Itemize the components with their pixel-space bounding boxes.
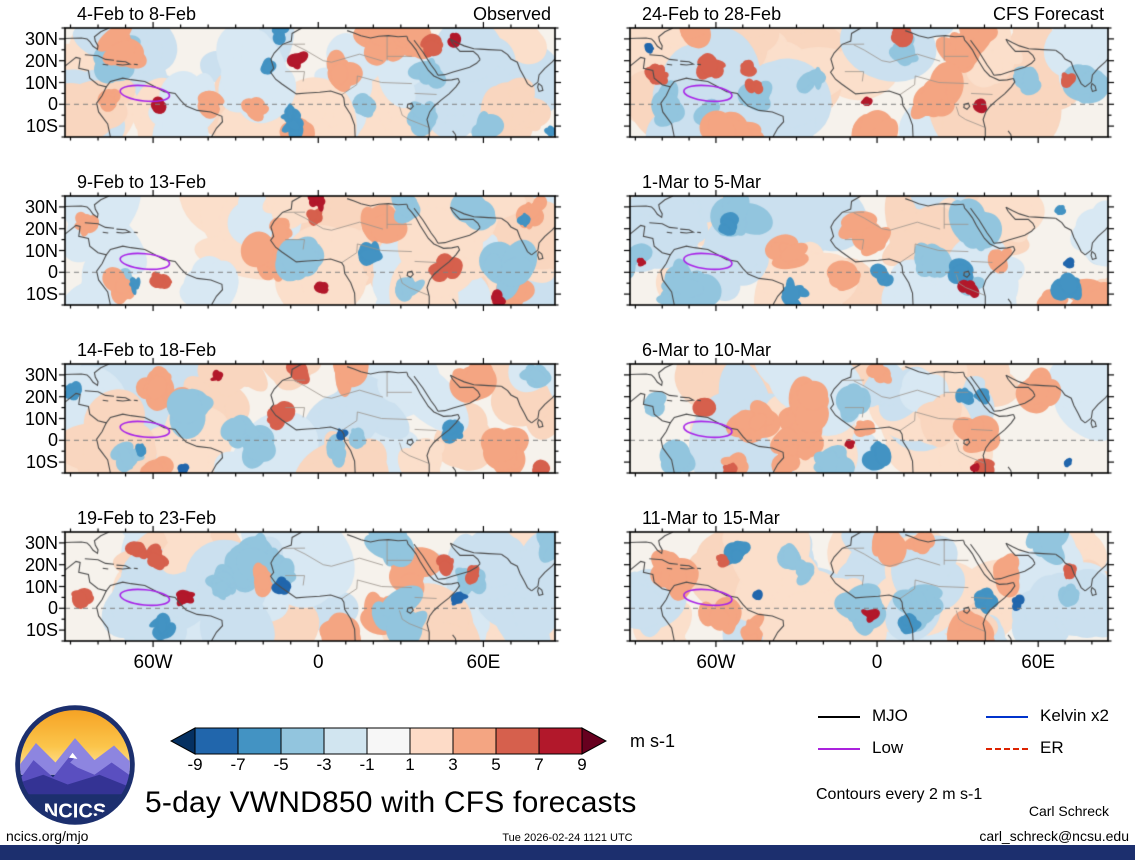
colorbar-segment	[409, 727, 454, 755]
y-axis-tick-label: 10N	[24, 576, 58, 597]
y-axis-tick-label: 10N	[24, 240, 58, 261]
map-panel-canvas	[623, 21, 1115, 144]
y-axis-tick-label: 30N	[24, 196, 58, 217]
colorbar-svg	[169, 727, 608, 755]
y-axis-tick-label: 10S	[25, 620, 58, 641]
y-axis-tick-label: 20N	[24, 554, 58, 575]
colorbar-tick-label: 5	[491, 755, 501, 774]
legend-line-mjo	[818, 716, 860, 718]
colorbar-segment	[538, 727, 583, 755]
panel-period-label: 4-Feb to 8-Feb	[77, 4, 197, 24]
colorbar-tick-label: 9	[577, 755, 587, 774]
logo-text: NCICS	[44, 800, 107, 822]
author-credit: Carl Schreck	[1028, 803, 1109, 819]
colorbar-tick-label: -5	[273, 755, 289, 774]
legend-label: MJO	[872, 706, 908, 725]
map-panel-canvas	[58, 525, 562, 648]
colorbar-units: m s-1	[630, 731, 675, 751]
colorbar-segment	[581, 727, 608, 755]
colorbar-tick-label: 1	[405, 755, 415, 774]
panel-period-label: 14-Feb to 18-Feb	[77, 340, 217, 360]
colorbar	[169, 727, 608, 760]
map-panel-canvas	[623, 357, 1115, 480]
footer-email: carl_schreck@ncsu.edu	[979, 828, 1129, 844]
y-axis-tick-label: 10N	[24, 72, 58, 93]
y-axis-tick-label: 30N	[24, 364, 58, 385]
x-axis-tick-label: 0	[871, 652, 883, 673]
legend-label: Kelvin x2	[1040, 706, 1109, 725]
map-panel-canvas	[623, 189, 1115, 312]
footer-timestamp: Tue 2026-02-24 1121 UTC	[502, 832, 633, 844]
bottom-navy-bar	[0, 845, 1135, 860]
colorbar-segment	[323, 727, 368, 755]
colorbar-segment	[495, 727, 540, 755]
y-axis-tick-label: 0	[47, 430, 58, 451]
x-axis-tick-label: 60W	[696, 652, 736, 673]
map-panel-canvas	[58, 189, 562, 312]
contour-interval-note: Contours every 2 m s-1	[816, 786, 983, 803]
colorbar-tick-label: -9	[187, 755, 203, 774]
column-header-forecast: CFS Forecast	[992, 4, 1104, 24]
x-axis-tick-label: 60E	[1021, 652, 1056, 673]
colorbar-tick-label: -7	[230, 755, 246, 774]
x-axis-tick-label: 60W	[133, 652, 173, 673]
legend-label: Low	[872, 738, 904, 757]
y-axis-tick-label: 0	[47, 262, 58, 283]
map-panel-canvas	[58, 21, 562, 144]
y-axis-tick-label: 20N	[24, 386, 58, 407]
y-axis-tick-label: 30N	[24, 28, 58, 49]
colorbar-segment	[366, 727, 411, 755]
map-panel-canvas	[623, 525, 1115, 648]
map-panel-canvas	[58, 357, 562, 480]
y-axis-tick-label: 0	[47, 94, 58, 115]
panel-period-label: 1-Mar to 5-Mar	[642, 172, 762, 192]
y-axis-tick-label: 10N	[24, 408, 58, 429]
panel-period-label: 19-Feb to 23-Feb	[77, 508, 217, 528]
x-axis-tick-label: 60E	[466, 652, 501, 673]
legend-label: ER	[1040, 738, 1064, 757]
colorbar-segment	[194, 727, 239, 755]
panel-period-label: 6-Mar to 10-Mar	[642, 340, 772, 360]
legend-line-kelvin-x2	[986, 716, 1028, 718]
colorbar-tick-label: -3	[316, 755, 332, 774]
colorbar-segment	[452, 727, 497, 755]
colorbar-segment	[237, 727, 282, 755]
colorbar-tick-label: 3	[448, 755, 458, 774]
colorbar-segment	[169, 727, 196, 755]
panel-period-label: 24-Feb to 28-Feb	[642, 4, 782, 24]
y-axis-tick-label: 20N	[24, 218, 58, 239]
y-axis-tick-label: 30N	[24, 532, 58, 553]
logo-snowcap	[68, 752, 78, 759]
panel-period-label: 9-Feb to 13-Feb	[77, 172, 207, 192]
footer-site-url: ncics.org/mjo	[6, 828, 89, 844]
y-axis-tick-label: 10S	[25, 284, 58, 305]
legend-line-er	[986, 748, 1028, 750]
y-axis-tick-label: 20N	[24, 50, 58, 71]
y-axis-tick-label: 10S	[25, 452, 58, 473]
ncics-logo: NCICS	[15, 705, 135, 825]
panel-period-label: 11-Mar to 15-Mar	[642, 508, 780, 528]
column-header-observed: Observed	[472, 4, 551, 24]
figure-title: 5-day VWND850 with CFS forecasts	[145, 786, 637, 819]
colorbar-tick-label: 7	[534, 755, 544, 774]
y-axis-tick-label: 0	[47, 598, 58, 619]
legend-line-low	[818, 748, 860, 750]
colorbar-segment	[280, 727, 325, 755]
x-axis-tick-label: 0	[312, 652, 324, 673]
colorbar-tick-label: -1	[359, 755, 375, 774]
y-axis-tick-label: 10S	[25, 116, 58, 137]
